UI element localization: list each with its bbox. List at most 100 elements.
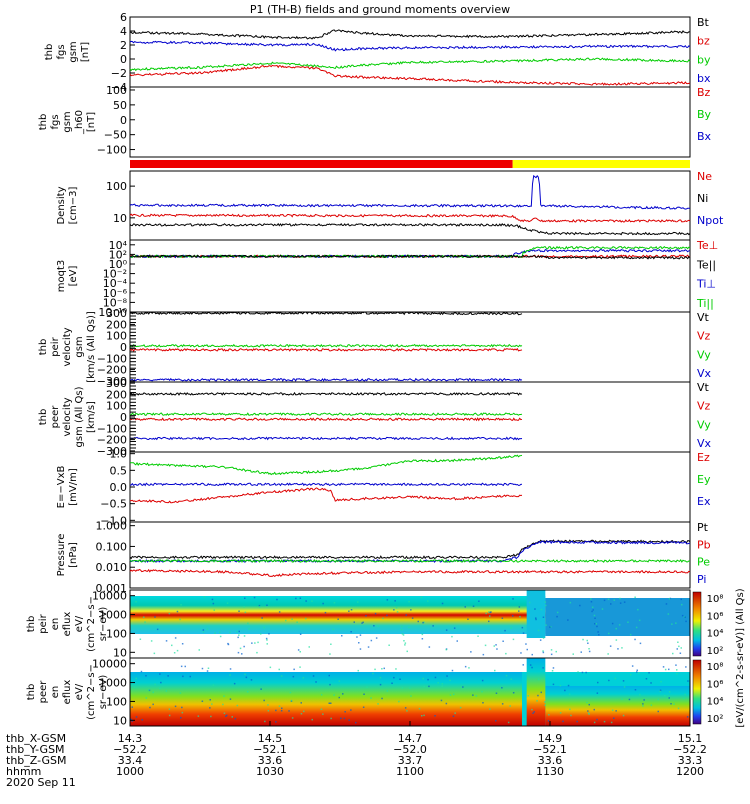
legend-entry: bx: [697, 72, 711, 85]
series-line-blue: [129, 174, 690, 210]
colorbar-label: [eV/(cm^2-s-sr-eV)] (All Qs): [735, 588, 746, 727]
spectrogram-pixel: [540, 691, 542, 694]
series-line-blue: [129, 540, 691, 563]
spectrogram-pixel: [434, 676, 437, 679]
series-line-red: [129, 417, 523, 422]
spectrogram-pixel: [362, 621, 364, 624]
spectrogram-pixel: [238, 610, 240, 612]
colorbar-tick-label: 10⁸: [707, 662, 724, 673]
spectrogram-pixel: [488, 611, 490, 613]
spectrogram-pixel: [501, 617, 504, 619]
spectrogram-pixel: [619, 602, 622, 604]
spectrogram-pixel: [393, 676, 395, 679]
y-axis-label: [nPa]: [68, 542, 79, 568]
spectrogram-pixel: [159, 687, 161, 690]
colorbar-tick-label: 10²: [707, 714, 724, 725]
spectrogram-pixel: [223, 712, 226, 714]
spectrogram-pixel: [668, 697, 670, 699]
spectrogram-pixel: [434, 715, 436, 717]
spectrogram-pixel: [449, 679, 451, 682]
spectrogram-pixel: [198, 649, 200, 651]
spectrogram-pixel: [168, 714, 171, 717]
spectrogram-pixel: [410, 695, 412, 697]
spectrogram-pixel: [379, 683, 382, 686]
spectrogram-pixel: [510, 627, 512, 629]
spectrogram-pixel: [681, 614, 684, 617]
spectrogram-pixel: [291, 618, 293, 620]
spectrogram-pixel: [244, 597, 246, 599]
spectrogram-pixel: [617, 648, 619, 650]
spectrogram-pixel: [409, 687, 411, 689]
series-line-blue: [129, 436, 523, 441]
spectrogram-pixel: [135, 716, 138, 718]
spectrogram-pixel: [213, 609, 215, 611]
y-axis-label: en: [50, 618, 61, 631]
y-tick-label: 1000: [99, 609, 127, 622]
spectrogram-pixel: [453, 627, 456, 629]
spectrogram-pixel: [636, 671, 638, 673]
spectrogram-pixel: [250, 679, 253, 681]
spectrogram-pixel: [664, 694, 666, 697]
spectrogram-pixel: [478, 600, 480, 602]
y-axis-label: [km/s (All Qs)]: [86, 311, 97, 383]
spectrogram-pixel: [291, 717, 294, 719]
spectrogram-pixel: [338, 680, 341, 682]
series-line-black: [129, 391, 523, 396]
spectrogram-pixel: [590, 601, 593, 603]
y-tick-label: 0: [120, 114, 127, 127]
y-axis-label: en: [50, 686, 61, 699]
y-tick-label: −2: [111, 67, 127, 80]
spectrogram-pixel: [642, 705, 644, 707]
y-tick-label: 200: [106, 318, 127, 331]
y-tick-label: −100: [97, 352, 127, 365]
x-axis-value: −52.2: [113, 743, 147, 756]
spectrogram-pixel: [244, 611, 247, 614]
spectrogram-pixel: [167, 675, 169, 677]
spectrogram-pixel: [544, 704, 546, 706]
spectrogram-pixel: [588, 650, 591, 653]
x-axis-value: 15.1: [678, 732, 703, 745]
spectrogram-pixel: [337, 618, 339, 620]
spectrogram-pixel: [311, 718, 313, 721]
legend-entry: Pb: [697, 538, 711, 551]
x-axis-value: 1030: [256, 765, 284, 778]
spectrogram-pixel: [243, 606, 245, 608]
spectrogram-pixel: [370, 697, 372, 699]
spectrogram-pixel: [567, 619, 569, 621]
series-line-black: [129, 29, 691, 40]
series-line-red: [129, 347, 523, 352]
spectrogram-pixel: [662, 666, 665, 668]
x-axis-row-name: thb_Z-GSM: [6, 754, 66, 767]
panel-9: 1.000 0.100 0.010 0.001 Pressure [nPa] Pt Pb Pe P…: [56, 520, 711, 595]
spectrogram-pixel: [544, 701, 546, 703]
legend-entry: by: [697, 53, 711, 66]
y-axis-label: [cm−3]: [68, 187, 79, 225]
spectrogram-pixel: [440, 699, 443, 702]
spectrogram-pixel: [676, 669, 678, 671]
spectrogram-pixel: [648, 672, 650, 674]
spectrogram-pixel: [395, 607, 398, 609]
spectrogram-pixel: [344, 711, 346, 713]
legend-entry: Te||: [696, 258, 716, 271]
spectrogram-pixel: [489, 615, 491, 617]
spectrogram-pixel: [547, 720, 550, 722]
y-tick-label: 0: [120, 53, 127, 66]
spectrogram-pixel: [267, 704, 269, 706]
mode-bar-segment-2: [512, 160, 690, 168]
y-tick-label: 10⁰: [109, 258, 128, 271]
spectrogram-electron-band-2: [545, 686, 690, 726]
spectrogram-pixel: [591, 610, 593, 613]
spectrogram-pixel: [467, 618, 469, 620]
series-line-black: [129, 254, 691, 260]
spectrogram-pixel: [622, 680, 625, 682]
legend-entry: Pt: [697, 521, 709, 534]
spectrogram-pixel: [159, 673, 161, 675]
x-axis-value: 33.4: [118, 754, 143, 767]
spectrogram-pixel: [305, 617, 307, 620]
spectrogram-pixel: [437, 682, 439, 684]
spectrogram-pixel: [445, 702, 448, 705]
y-tick-label: 300: [106, 377, 127, 390]
y-tick-label: 0.010: [96, 561, 128, 574]
spectrogram-pixel: [176, 610, 179, 613]
